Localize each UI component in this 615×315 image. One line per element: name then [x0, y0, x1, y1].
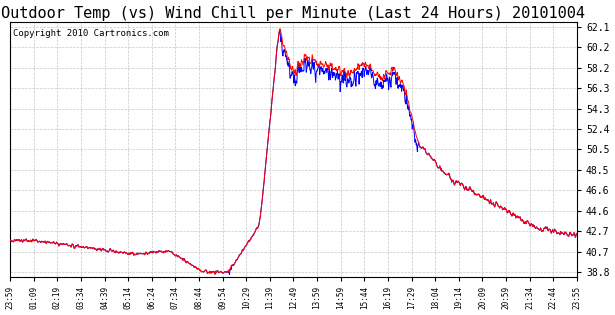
Text: Copyright 2010 Cartronics.com: Copyright 2010 Cartronics.com [13, 29, 169, 38]
Title: Outdoor Temp (vs) Wind Chill per Minute (Last 24 Hours) 20101004: Outdoor Temp (vs) Wind Chill per Minute … [1, 6, 585, 20]
